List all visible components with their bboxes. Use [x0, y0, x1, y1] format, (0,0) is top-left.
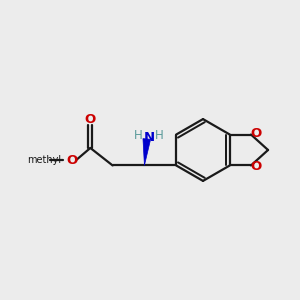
- Text: H: H: [155, 129, 164, 142]
- Text: O: O: [85, 113, 96, 126]
- Text: O: O: [66, 154, 78, 166]
- Text: N: N: [144, 131, 155, 144]
- Text: O: O: [250, 160, 262, 172]
- Polygon shape: [143, 139, 151, 166]
- Text: H: H: [134, 129, 142, 142]
- Text: methyl: methyl: [27, 155, 61, 165]
- Text: O: O: [250, 128, 262, 140]
